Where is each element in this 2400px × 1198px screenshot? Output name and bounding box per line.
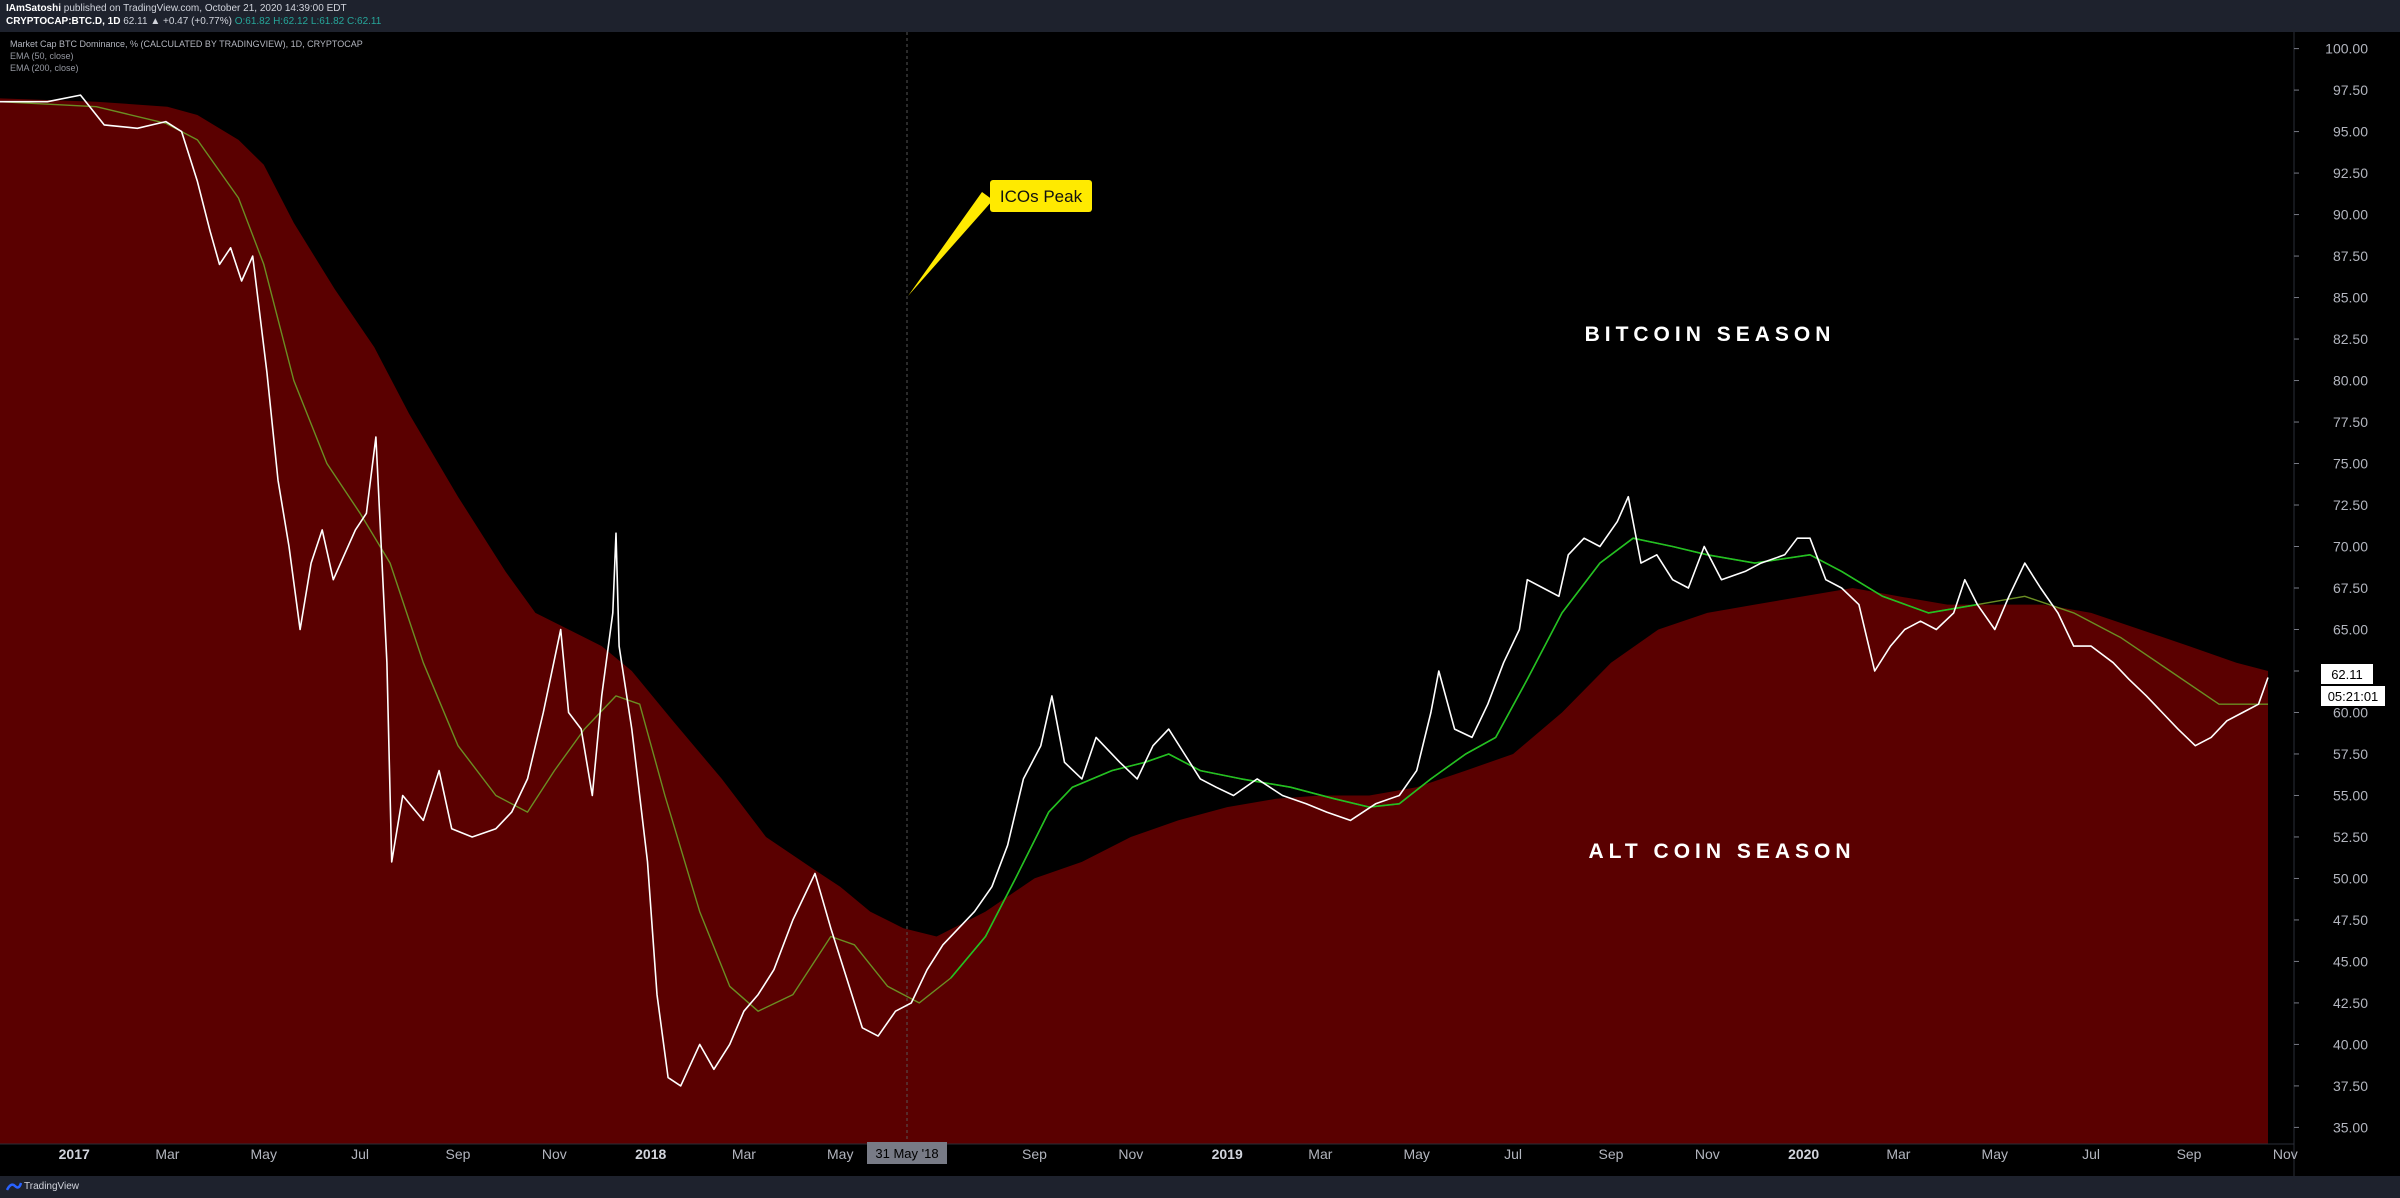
symbol-info: CRYPTOCAP:BTC.D, 1D 62.11 ▲ +0.47 (+0.77…: [6, 16, 381, 27]
x-tick-label: 2020: [1788, 1146, 1819, 1162]
y-tick-label: 40.00: [2333, 1036, 2368, 1052]
btc-dominance-line[interactable]: [0, 94, 2269, 1087]
x-tick-label: May: [1403, 1146, 1429, 1162]
y-tick-label: 47.50: [2333, 912, 2368, 928]
x-tick-label: Mar: [1308, 1146, 1332, 1162]
tradingview-logo-icon[interactable]: [6, 1180, 22, 1192]
crosshair-date-marker: 31 May '18: [867, 1142, 947, 1164]
time-axis[interactable]: 2017 Mar May Jul Sep Nov 2018 Mar May Sep Nov 2019 M…: [59, 1146, 2298, 1162]
ema200-area-fill: [0, 98, 2268, 1144]
x-tick-label: Sep: [446, 1146, 471, 1162]
chart-svg[interactable]: ICOs Peak BITCOIN SEASON ALT COIN SEASON…: [0, 32, 2400, 1176]
series-layer: [0, 94, 2269, 1087]
x-tick-label: Nov: [542, 1146, 567, 1162]
legend-ema200[interactable]: EMA (200, close): [10, 63, 79, 73]
y-tick-label: 35.00: [2333, 1119, 2368, 1135]
x-tick-label: 2019: [1212, 1146, 1243, 1162]
y-tick-label: 55.00: [2333, 787, 2368, 803]
x-tick-label: Jul: [2082, 1146, 2100, 1162]
crosshair-date-box: [867, 1142, 947, 1164]
x-tick-label: 2018: [635, 1146, 666, 1162]
y-tick-label: 57.50: [2333, 746, 2368, 762]
callout-box: [990, 180, 1092, 212]
published-text: published on TradingView.com, October 21…: [63, 3, 347, 14]
x-tick-label: Nov: [1118, 1146, 1143, 1162]
price-change: ▲ +0.47 (+0.77%): [150, 16, 232, 27]
last-price-marker: 62.11 05:21:01: [2321, 664, 2385, 706]
y-tick-label: 82.50: [2333, 331, 2368, 347]
y-tick-label: 65.00: [2333, 621, 2368, 637]
chart-area[interactable]: ICOs Peak BITCOIN SEASON ALT COIN SEASON…: [0, 32, 2400, 1176]
x-tick-label: May: [1982, 1146, 2008, 1162]
y-tick-label: 52.50: [2333, 829, 2368, 845]
x-tick-label: Sep: [2177, 1146, 2202, 1162]
y-tick-label: 67.50: [2333, 580, 2368, 596]
x-tick-label: Sep: [1599, 1146, 1624, 1162]
y-tick-label: 45.00: [2333, 953, 2368, 969]
last-price-label: 62.11: [2331, 667, 2363, 682]
y-tick-label: 87.50: [2333, 248, 2368, 264]
footer-brand: TradingView: [24, 1181, 80, 1192]
crosshair-date-label: 31 May '18: [875, 1146, 938, 1161]
annotation-callout[interactable]: ICOs Peak: [908, 180, 1092, 296]
y-tick-label: 37.50: [2333, 1078, 2368, 1094]
y-tick-label: 80.00: [2333, 373, 2368, 389]
y-tick-label: 95.00: [2333, 124, 2368, 140]
y-tick-label: 77.50: [2333, 414, 2368, 430]
ema50-line-bright[interactable]: [950, 537, 1978, 979]
bitcoin-season-label: BITCOIN SEASON: [1585, 323, 1836, 346]
y-tick-label: 100.00: [2325, 41, 2368, 57]
legend-title: Market Cap BTC Dominance, % (CALCULATED …: [10, 39, 363, 49]
x-tick-label: Jul: [1504, 1146, 1522, 1162]
x-tick-label: Mar: [1886, 1146, 1910, 1162]
x-tick-label: Mar: [732, 1146, 756, 1162]
y-tick-label: 70.00: [2333, 539, 2368, 555]
y-tick-label: 50.00: [2333, 870, 2368, 886]
y-tick-label: 75.00: [2333, 456, 2368, 472]
y-tick-label: 85.00: [2333, 290, 2368, 306]
y-tick-label: 72.50: [2333, 497, 2368, 513]
publish-info: IAmSatoshi published on TradingView.com,…: [6, 3, 347, 14]
y-tick-label: 42.50: [2333, 995, 2368, 1011]
last-price: 62.11: [123, 16, 148, 27]
x-tick-label: 2017: [59, 1146, 90, 1162]
x-tick-label: Sep: [1022, 1146, 1047, 1162]
ohlc-values: O:61.82 H:62.12 L:61.82 C:62.11: [234, 16, 382, 27]
y-tick-label: 60.00: [2333, 704, 2368, 720]
footer-bar: TradingView: [0, 1176, 2400, 1198]
legend-ema50[interactable]: EMA (50, close): [10, 51, 74, 61]
y-tick-label: 92.50: [2333, 165, 2368, 181]
y-tick-label: 90.00: [2333, 207, 2368, 223]
x-tick-label: Nov: [1695, 1146, 1720, 1162]
callout-text: ICOs Peak: [1000, 187, 1083, 206]
x-tick-label: Jul: [351, 1146, 369, 1162]
countdown-box: [2321, 686, 2385, 706]
last-price-box: [2321, 664, 2373, 684]
altcoin-fill-layer: [0, 98, 2268, 1144]
x-tick-label: Mar: [155, 1146, 179, 1162]
altcoin-season-label: ALT COIN SEASON: [1588, 840, 1855, 863]
header-bar: IAmSatoshi published on TradingView.com,…: [0, 0, 2400, 32]
callout-pointer: [908, 192, 993, 296]
x-tick-label: May: [827, 1146, 853, 1162]
y-tick-label: 97.50: [2333, 82, 2368, 98]
author-name[interactable]: IAmSatoshi: [6, 3, 62, 14]
symbol-name[interactable]: CRYPTOCAP:BTC.D, 1D: [6, 16, 121, 27]
x-tick-label: May: [251, 1146, 277, 1162]
countdown-label: 05:21:01: [2328, 689, 2379, 704]
x-tick-label: Nov: [2273, 1146, 2298, 1162]
chart-legend[interactable]: Market Cap BTC Dominance, % (CALCULATED …: [10, 38, 363, 74]
